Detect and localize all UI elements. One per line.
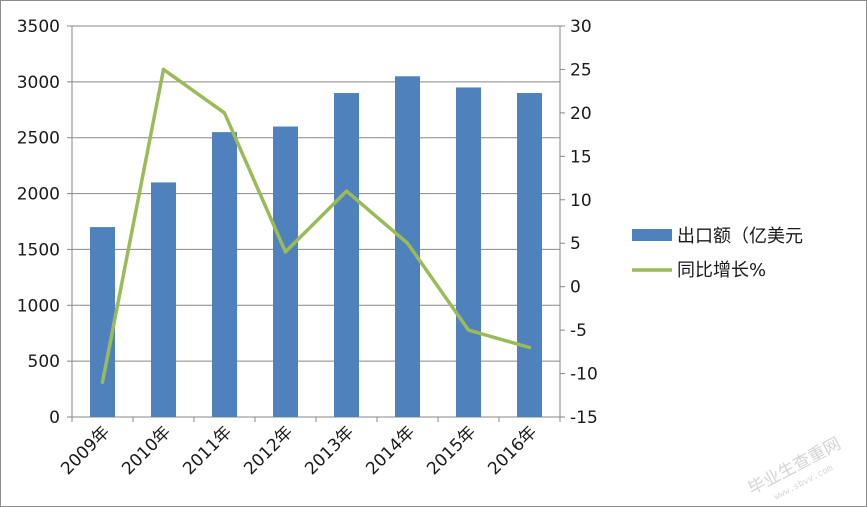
bar [456,87,481,417]
y-left-tick-label: 1500 [17,240,60,260]
line-point [528,345,531,349]
line-point [284,250,287,254]
line-point [101,380,104,384]
y-right-tick-label: 30 [570,17,592,37]
bar [151,182,176,417]
y-left-tick-label: 500 [28,352,60,372]
line-point [223,111,226,115]
legend-label-bar: 出口额（亿美元 [677,226,803,247]
bar [334,93,359,418]
y-right-tick-label: 5 [570,234,581,254]
line-series [100,67,532,384]
legend-swatch-bar [632,229,672,241]
y-right-tick-label: 15 [570,147,592,167]
line-point [162,67,165,71]
x-tick-label: 2009年 [57,422,114,479]
legend-label-line: 同比增长% [677,260,766,281]
y-right-tick-label: 0 [570,278,581,298]
y-right-tick-label: -10 [570,365,598,385]
line-point [467,328,470,332]
line-point [345,189,348,193]
y-right-tick-label: -5 [570,321,587,341]
x-tick-label: 2012年 [240,422,297,479]
y-right-tick-label: 20 [570,104,592,124]
bar [517,93,542,418]
x-tick-label: 2013年 [301,422,358,479]
y-left-tick-label: 1000 [17,296,60,316]
y-left-tick-label: 2000 [17,185,60,205]
line-point [406,241,409,245]
x-tick-label: 2015年 [423,422,480,479]
y-left-tick-label: 3500 [17,17,60,37]
y-left-tick-label: 0 [49,408,60,428]
x-tick-label: 2010年 [118,422,175,479]
y-right-tick-label: 10 [570,191,592,211]
x-tick-label: 2016年 [484,422,541,479]
bar [212,132,237,417]
y-left-tick-label: 3000 [17,73,60,93]
y-left-tick-label: 2500 [17,129,60,149]
x-tick-label: 2014年 [362,422,419,479]
y-right-tick-label: 25 [570,60,592,80]
bar [90,227,115,417]
bar [395,76,420,418]
y-right-tick-label: -15 [570,408,598,428]
x-tick-label: 2011年 [179,422,236,479]
bar [273,126,298,418]
